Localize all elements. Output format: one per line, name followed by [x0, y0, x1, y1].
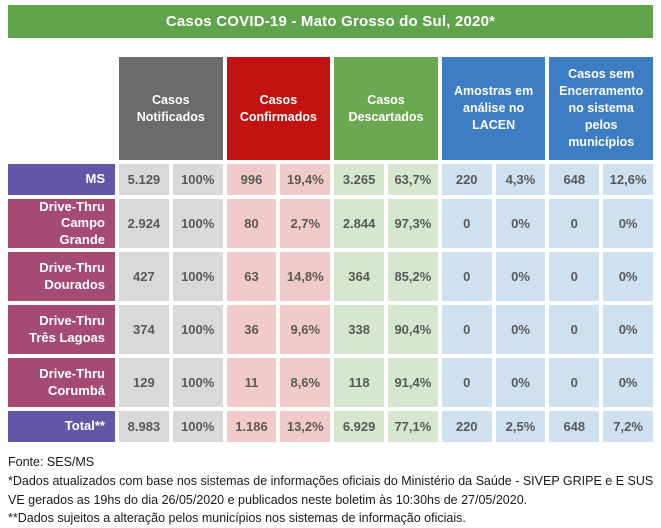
source-note: Fonte: SES/MS: [8, 455, 95, 469]
row-header: Drive-Thru Dourados: [8, 252, 115, 301]
table-cell: 100%: [172, 411, 223, 442]
table-cell: 11: [226, 358, 277, 407]
table-cell: 9,6%: [280, 305, 331, 354]
row-header: Total**: [8, 411, 115, 442]
disclaimer-note: **Dados sujeitos a alteração pelos munic…: [8, 511, 466, 526]
table-cell: 648: [549, 164, 600, 195]
table-cell: 0: [549, 252, 600, 301]
table-cell: 100%: [172, 164, 223, 195]
table-cell: 91,4%: [387, 358, 438, 407]
table-cell: 5.129: [119, 164, 169, 195]
table-cell: 0: [441, 252, 492, 301]
table-cell: 2.844: [334, 199, 384, 248]
update-note: *Dados atualizados com base nos sistemas…: [8, 473, 654, 507]
table-cell: 338: [334, 305, 384, 354]
table-cell: 100%: [172, 358, 223, 407]
table-cell: 0: [549, 199, 600, 248]
table-cell: 77,1%: [387, 411, 438, 442]
table-cell: 90,4%: [387, 305, 438, 354]
table-cell: 0: [441, 199, 492, 248]
table-cell: 2.924: [119, 199, 169, 248]
table-cell: 8,6%: [280, 358, 331, 407]
table-cell: 2,5%: [495, 411, 546, 442]
table-cell: 4,3%: [495, 164, 546, 195]
table-cell: 220: [441, 164, 492, 195]
column-header-casos-sem-encerramento: Casos sem Encerramento no sistema pelos …: [549, 57, 653, 160]
row-header: MS: [8, 164, 115, 195]
table-cell: 0: [441, 358, 492, 407]
table-cell: 364: [334, 252, 384, 301]
table-cell: 100%: [172, 305, 223, 354]
column-header-amostras-lacen: Amostras em análise no LACEN: [441, 57, 546, 160]
table-cell: 0%: [495, 252, 546, 301]
table-cell: 374: [119, 305, 169, 354]
table-cell: 8.983: [119, 411, 169, 442]
column-header-casos-descartados: Casos Descartados: [334, 57, 438, 160]
table-cell: 19,4%: [280, 164, 331, 195]
table-footnotes: Fonte: SES/MS *Dados atualizados com bas…: [8, 453, 656, 528]
table-cell: 0%: [495, 358, 546, 407]
table-cell: 7,2%: [603, 411, 653, 442]
table-cell: 1.186: [226, 411, 277, 442]
table-cell: 0%: [495, 199, 546, 248]
table-cell: 427: [119, 252, 169, 301]
table-cell: 0%: [603, 252, 653, 301]
title-bar: Casos COVID-19 - Mato Grosso do Sul, 202…: [8, 5, 653, 38]
table-cell: 3.265: [334, 164, 384, 195]
table-cell: 2,7%: [280, 199, 331, 248]
table-cell: 63: [226, 252, 277, 301]
column-header-casos-confirmados: Casos Confirmados: [226, 57, 331, 160]
table-cell: 13,2%: [280, 411, 331, 442]
row-header: Drive-Thru Corumbá: [8, 358, 115, 407]
table-cell: 0%: [495, 305, 546, 354]
table-cell: 100%: [172, 199, 223, 248]
table-cell: 80: [226, 199, 277, 248]
table-cell: 0%: [603, 305, 653, 354]
row-header: Drive-Thru Campo Grande: [8, 199, 115, 248]
table-cell: 6.929: [334, 411, 384, 442]
table-cell: 118: [334, 358, 384, 407]
table-cell: 648: [549, 411, 600, 442]
table-cell: 0: [549, 358, 600, 407]
row-header: Drive-Thru Três Lagoas: [8, 305, 115, 354]
page-title: Casos COVID-19 - Mato Grosso do Sul, 202…: [165, 13, 496, 30]
table-cell: 129: [119, 358, 169, 407]
table-cell: 97,3%: [387, 199, 438, 248]
table-cell: 0%: [603, 199, 653, 248]
table-cell: 14,8%: [280, 252, 331, 301]
covid-cases-table: Casos Notificados Casos Confirmados Caso…: [8, 57, 653, 442]
table-corner-spacer: [8, 57, 115, 160]
table-cell: 0%: [603, 358, 653, 407]
table-cell: 220: [441, 411, 492, 442]
table-cell: 63,7%: [387, 164, 438, 195]
table-cell: 996: [226, 164, 277, 195]
table-cell: 85,2%: [387, 252, 438, 301]
column-header-casos-notificados: Casos Notificados: [119, 57, 223, 160]
table-cell: 100%: [172, 252, 223, 301]
table-cell: 36: [226, 305, 277, 354]
table-cell: 0: [441, 305, 492, 354]
table-cell: 12,6%: [603, 164, 653, 195]
table-cell: 0: [549, 305, 600, 354]
